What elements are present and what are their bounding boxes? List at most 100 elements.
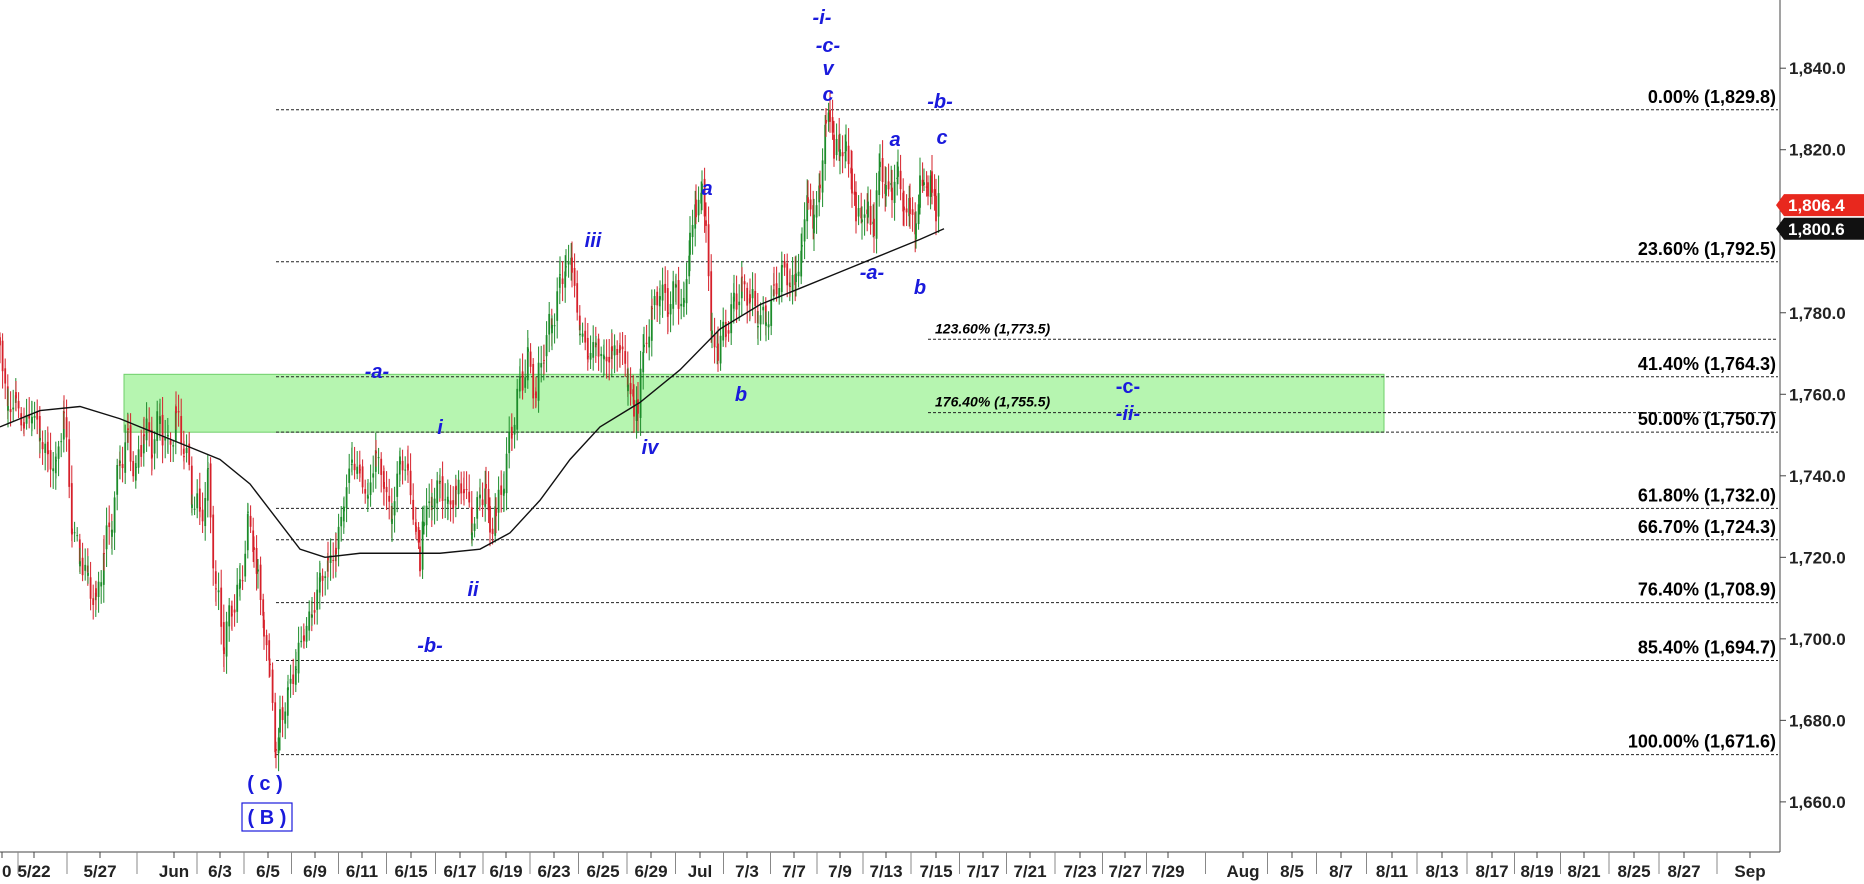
candle xyxy=(340,505,343,542)
candle xyxy=(49,432,52,488)
x-tick-label: 0 xyxy=(2,862,11,881)
candle xyxy=(827,102,830,132)
x-tick-label: 7/7 xyxy=(782,862,806,881)
candle xyxy=(791,257,794,305)
candle xyxy=(565,249,567,277)
candle xyxy=(415,518,417,540)
candle xyxy=(460,471,463,505)
candle xyxy=(691,209,694,255)
candle xyxy=(247,503,249,521)
candle xyxy=(521,353,524,400)
candle xyxy=(271,662,274,711)
candle xyxy=(540,345,543,383)
wave-label: ( c ) xyxy=(247,773,283,795)
candle xyxy=(935,178,937,236)
wave-label: -b- xyxy=(927,91,953,113)
x-tick-label: 5/22 xyxy=(17,862,50,881)
candle xyxy=(917,194,920,230)
candle xyxy=(524,359,527,393)
candle xyxy=(717,326,719,372)
candle xyxy=(188,432,191,471)
candle xyxy=(431,492,433,521)
wave-label: i xyxy=(437,417,443,439)
candle xyxy=(891,169,893,218)
candle xyxy=(556,277,559,339)
candle xyxy=(268,633,271,678)
wave-label: -c- xyxy=(1116,376,1140,398)
candle xyxy=(759,302,762,341)
candle xyxy=(241,565,244,591)
candle xyxy=(762,296,765,325)
candle xyxy=(576,270,579,321)
candle xyxy=(680,288,683,320)
candle xyxy=(567,244,570,278)
candle xyxy=(257,558,259,589)
candle xyxy=(297,626,300,683)
candle xyxy=(311,596,313,626)
wave-label: iv xyxy=(642,437,661,459)
candle xyxy=(361,459,364,494)
candle xyxy=(359,464,361,478)
candle xyxy=(637,381,639,432)
wave-label: ii xyxy=(467,579,479,601)
candle xyxy=(105,507,108,568)
candle xyxy=(319,563,321,596)
x-tick-label: 6/23 xyxy=(537,862,570,881)
candle xyxy=(44,430,47,471)
candle xyxy=(335,532,337,572)
candle xyxy=(244,540,247,582)
candle xyxy=(412,483,415,525)
candle xyxy=(710,254,713,343)
candle xyxy=(103,535,105,571)
candle xyxy=(343,496,345,528)
candle xyxy=(635,386,638,439)
candle xyxy=(835,123,838,161)
candle xyxy=(629,367,632,406)
candle xyxy=(324,571,327,596)
candle xyxy=(809,183,812,217)
x-tick-label: 8/19 xyxy=(1520,862,1553,881)
candle xyxy=(867,186,869,224)
x-tick-label: 7/23 xyxy=(1063,862,1096,881)
candle xyxy=(605,339,608,379)
x-tick-label: 8/13 xyxy=(1425,862,1458,881)
candle xyxy=(423,505,425,535)
candle xyxy=(873,202,875,253)
x-tick-label: 6/29 xyxy=(634,862,667,881)
candle xyxy=(265,629,268,662)
candle xyxy=(551,315,553,351)
candle xyxy=(683,282,685,318)
candle xyxy=(263,611,265,650)
candle xyxy=(847,128,850,178)
candle xyxy=(479,478,481,507)
candle xyxy=(375,440,377,467)
candle xyxy=(47,432,49,471)
candle xyxy=(121,446,124,483)
candle xyxy=(308,600,311,641)
candle xyxy=(806,179,809,240)
candle xyxy=(559,256,561,294)
candle xyxy=(252,517,255,563)
candle xyxy=(228,597,231,642)
candle xyxy=(207,462,209,483)
candle xyxy=(921,162,924,193)
candle xyxy=(135,455,137,476)
candle xyxy=(465,471,468,500)
candle xyxy=(167,425,169,455)
fib-label: 50.00% (1,750.7) xyxy=(1638,409,1776,429)
candle xyxy=(111,521,113,555)
candle xyxy=(749,278,751,320)
candle xyxy=(743,274,746,302)
fib-levels-layer: 0.00% (1,829.8) 23.60% (1,792.5) 41.40% (1… xyxy=(276,87,1778,756)
candle xyxy=(725,327,727,341)
wave-label: -a- xyxy=(365,361,390,383)
candle xyxy=(399,447,401,481)
candle xyxy=(277,727,280,772)
candle xyxy=(25,398,28,430)
candle xyxy=(825,108,827,137)
candle xyxy=(236,568,239,623)
x-tick-label: 6/9 xyxy=(303,862,327,881)
candle xyxy=(295,651,297,683)
candle xyxy=(500,470,503,513)
candle xyxy=(305,617,308,648)
